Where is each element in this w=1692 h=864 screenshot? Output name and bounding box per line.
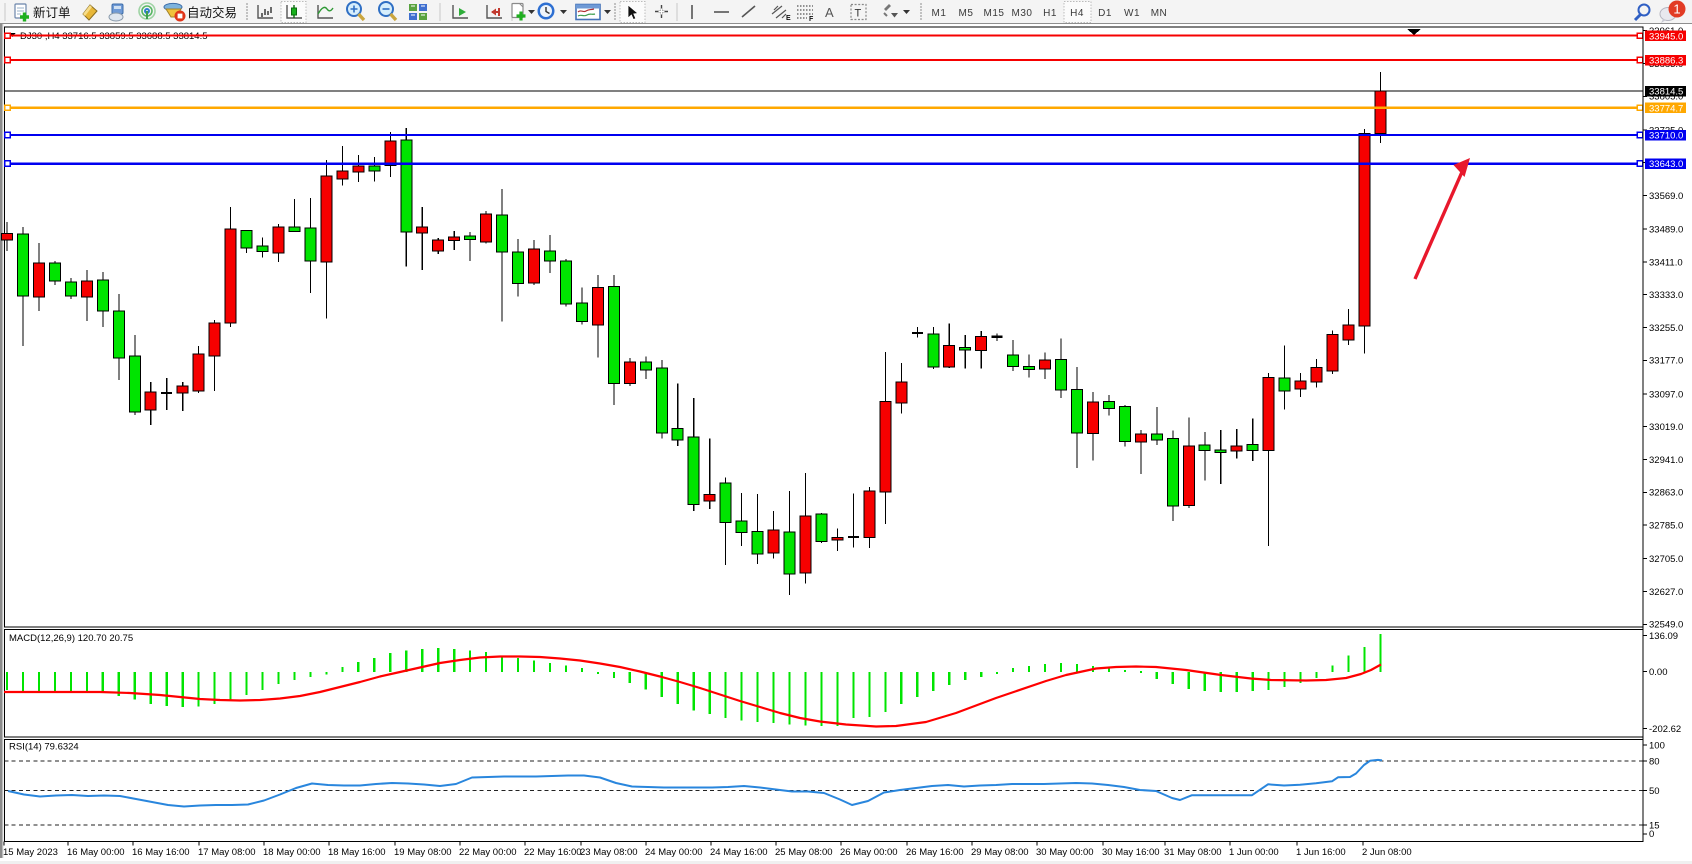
svg-text:F: F (809, 16, 814, 23)
svg-text:100: 100 (1649, 741, 1665, 752)
svg-text:MACD(12,26,9) 120.70 20.75: MACD(12,26,9) 120.70 20.75 (9, 633, 133, 644)
svg-text:W1: W1 (1124, 8, 1140, 19)
svg-text:32863.0: 32863.0 (1649, 488, 1683, 499)
svg-text:M15: M15 (984, 8, 1005, 19)
svg-text:33097.0: 33097.0 (1649, 389, 1683, 400)
svg-text:M1: M1 (932, 8, 947, 19)
svg-text:17 May 08:00: 17 May 08:00 (198, 847, 256, 858)
svg-text:33177.0: 33177.0 (1649, 356, 1683, 367)
svg-text:33774.7: 33774.7 (1649, 103, 1683, 114)
svg-text:T: T (855, 8, 862, 20)
svg-text:19 May 08:00: 19 May 08:00 (394, 847, 452, 858)
svg-text:33886.3: 33886.3 (1649, 56, 1683, 67)
svg-text:0.00: 0.00 (1649, 667, 1668, 678)
svg-text:M5: M5 (959, 8, 974, 19)
svg-text:自动交易: 自动交易 (187, 5, 237, 20)
svg-text:33019.0: 33019.0 (1649, 422, 1683, 433)
svg-text:MN: MN (1151, 8, 1168, 19)
svg-text:32627.0: 32627.0 (1649, 587, 1683, 598)
svg-text:15: 15 (1649, 820, 1660, 831)
svg-text:32785.0: 32785.0 (1649, 521, 1683, 532)
svg-text:D1: D1 (1098, 8, 1112, 19)
svg-text:32705.0: 32705.0 (1649, 554, 1683, 565)
svg-text:23 May 08:00: 23 May 08:00 (580, 847, 638, 858)
svg-text:32941.0: 32941.0 (1649, 455, 1683, 466)
svg-text:26 May 00:00: 26 May 00:00 (840, 847, 898, 858)
svg-text:-202.62: -202.62 (1649, 724, 1681, 735)
svg-text:16 May 16:00: 16 May 16:00 (132, 847, 190, 858)
svg-text:31 May 08:00: 31 May 08:00 (1164, 847, 1222, 858)
svg-text:H1: H1 (1043, 8, 1057, 19)
svg-text:33945.0: 33945.0 (1649, 31, 1683, 42)
svg-text:15 May 2023: 15 May 2023 (3, 847, 58, 858)
svg-text:29 May 08:00: 29 May 08:00 (971, 847, 1029, 858)
svg-text:33489.0: 33489.0 (1649, 225, 1683, 236)
svg-text:1 Jun 16:00: 1 Jun 16:00 (1296, 847, 1346, 858)
svg-text:33411.0: 33411.0 (1649, 257, 1683, 268)
svg-text:32549.0: 32549.0 (1649, 620, 1683, 631)
svg-text:18 May 16:00: 18 May 16:00 (328, 847, 386, 858)
svg-text:33805.0: 33805.0 (1649, 92, 1683, 103)
svg-text:H4: H4 (1070, 8, 1084, 19)
svg-text:33710.0: 33710.0 (1649, 131, 1683, 142)
svg-text:E: E (786, 15, 791, 22)
svg-text:33255.0: 33255.0 (1649, 323, 1683, 334)
svg-text:1: 1 (1673, 2, 1680, 17)
svg-text:新订单: 新订单 (33, 5, 71, 20)
svg-text:50: 50 (1649, 786, 1660, 797)
svg-text:24 May 16:00: 24 May 16:00 (710, 847, 768, 858)
svg-text:M30: M30 (1012, 8, 1033, 19)
svg-text:33569.0: 33569.0 (1649, 191, 1683, 202)
svg-text:33814.5: 33814.5 (1649, 87, 1683, 98)
svg-text:33643.0: 33643.0 (1649, 159, 1683, 170)
svg-text:33333.0: 33333.0 (1649, 290, 1683, 301)
svg-text:A: A (825, 5, 834, 20)
svg-text:22 May 16:00: 22 May 16:00 (524, 847, 582, 858)
svg-text:0: 0 (1649, 829, 1654, 840)
svg-text:30 May 00:00: 30 May 00:00 (1036, 847, 1094, 858)
svg-text:RSI(14) 79.6324: RSI(14) 79.6324 (9, 742, 79, 753)
svg-text:24 May 00:00: 24 May 00:00 (645, 847, 703, 858)
svg-text:26 May 16:00: 26 May 16:00 (906, 847, 964, 858)
svg-text:22 May 00:00: 22 May 00:00 (459, 847, 517, 858)
svg-text:16 May 00:00: 16 May 00:00 (67, 847, 125, 858)
svg-text:1 Jun 00:00: 1 Jun 00:00 (1229, 847, 1279, 858)
svg-text:80: 80 (1649, 756, 1660, 767)
svg-text:18 May 00:00: 18 May 00:00 (263, 847, 321, 858)
svg-text:30 May 16:00: 30 May 16:00 (1102, 847, 1160, 858)
svg-text:136.09: 136.09 (1649, 631, 1678, 642)
svg-text:25 May 08:00: 25 May 08:00 (775, 847, 833, 858)
svg-text:2 Jun 08:00: 2 Jun 08:00 (1362, 847, 1412, 858)
